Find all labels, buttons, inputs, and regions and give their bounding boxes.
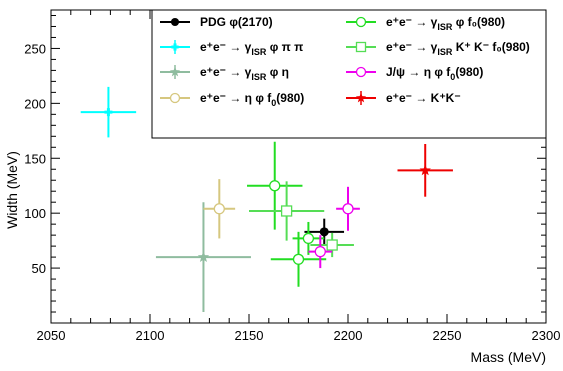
x-tick-label: 2300 [532, 328, 561, 343]
data-point [292, 253, 305, 265]
legend-entry: e⁺e⁻ → γISR φ f₀(980) [346, 15, 505, 32]
series-group [249, 181, 354, 258]
legend-entry: J/ψ → η φ f0(980) [346, 65, 483, 82]
legend-marker [169, 66, 181, 77]
data-point [213, 203, 225, 215]
legend-label: J/ψ → η φ f0(980) [386, 65, 483, 82]
x-tick-labels: 2050 2100 2150 2200 2250 2300 [37, 328, 561, 343]
data-point [302, 232, 315, 245]
data-point [269, 180, 281, 192]
series-group [304, 218, 345, 246]
data-series [80, 86, 453, 313]
legend-label: e⁺e⁻ → γISR φ π π [200, 40, 303, 57]
y-tick-label: 200 [24, 96, 46, 111]
y-tick-labels: 50 100 150 200 250 [24, 41, 46, 276]
legend-label: PDG φ(2170) [200, 15, 273, 29]
data-point [104, 108, 113, 117]
x-tick-label: 2100 [136, 328, 165, 343]
series-group [203, 179, 236, 239]
data-point [314, 245, 326, 258]
y-tick-label: 250 [24, 41, 46, 56]
legend-marker [355, 41, 367, 53]
data-point [197, 251, 210, 262]
legend-marker [355, 66, 367, 78]
y-tick-label: 150 [24, 151, 46, 166]
series-group [397, 143, 453, 197]
y-tick-label: 100 [24, 206, 46, 221]
series-group [80, 86, 137, 138]
y-tick-label: 50 [32, 261, 46, 276]
data-point [319, 227, 329, 237]
legend-entry: e⁺e⁻ → K⁺K⁻ [346, 91, 461, 105]
legend-label: e⁺e⁻ → γISR φ f₀(980) [386, 15, 505, 32]
legend-box [151, 9, 547, 139]
x-tick-label: 2250 [433, 328, 462, 343]
data-point [419, 164, 431, 176]
series-group [308, 186, 360, 269]
x-tick-label: 2050 [37, 328, 66, 343]
series-group [247, 141, 327, 287]
legend-label: e⁺e⁻ → γISR K⁺ K⁻ f₀(980) [386, 40, 530, 57]
x-tick-label: 2150 [235, 328, 264, 343]
legend-entry: e⁺e⁻ → γISR φ η [160, 65, 289, 82]
data-point [280, 205, 293, 217]
legend-entry: e⁺e⁻ → γISR K⁺ K⁻ f₀(980) [346, 40, 530, 57]
y-axis-label: Width (MeV) [4, 151, 20, 229]
legend-marker [171, 43, 179, 51]
legend-label: e⁺e⁻ → η φ f0(980) [200, 91, 304, 108]
x-tick-label: 2200 [334, 328, 363, 343]
legend-entry: PDG φ(2170) [160, 15, 273, 29]
data-point [342, 203, 354, 215]
legend-marker [169, 92, 181, 104]
legend-label: e⁺e⁻ → γISR φ η [200, 65, 289, 82]
data-point [326, 239, 338, 251]
series-group [155, 202, 251, 313]
legend: PDG φ(2170) e⁺e⁻ → γISR φ π π e⁺e⁻ → γISR … [160, 15, 530, 108]
legend-entry: e⁺e⁻ → γISR φ π π [160, 40, 303, 57]
legend-marker [170, 17, 180, 27]
legend-marker [355, 92, 367, 103]
legend-entry: e⁺e⁻ → η φ f0(980) [160, 91, 304, 108]
legend-label: e⁺e⁻ → K⁺K⁻ [386, 91, 461, 105]
x-axis-label: Mass (MeV) [471, 349, 546, 365]
legend-marker [355, 16, 367, 28]
